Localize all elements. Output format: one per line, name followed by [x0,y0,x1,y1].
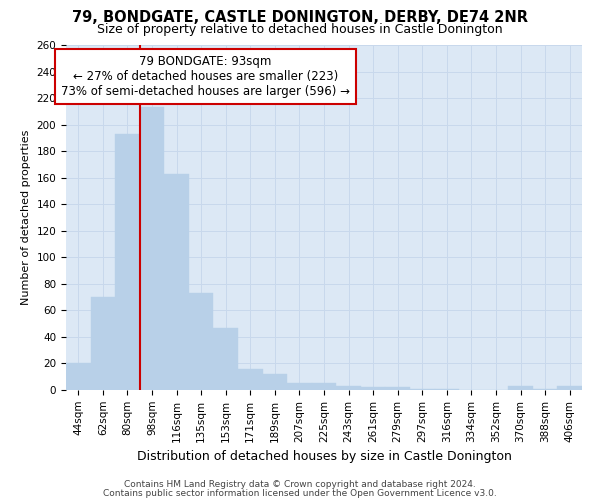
Bar [434,388,459,390]
Bar [385,388,410,390]
X-axis label: Distribution of detached houses by size in Castle Donington: Distribution of detached houses by size … [137,450,511,463]
Bar [214,328,238,390]
Bar [287,384,312,390]
Bar [533,388,557,390]
Bar [336,386,361,390]
Y-axis label: Number of detached properties: Number of detached properties [21,130,31,305]
Bar [557,386,582,390]
Bar [91,297,115,390]
Text: Size of property relative to detached houses in Castle Donington: Size of property relative to detached ho… [97,22,503,36]
Bar [312,384,336,390]
Text: Contains public sector information licensed under the Open Government Licence v3: Contains public sector information licen… [103,489,497,498]
Bar [140,108,164,390]
Bar [189,293,214,390]
Text: Contains HM Land Registry data © Crown copyright and database right 2024.: Contains HM Land Registry data © Crown c… [124,480,476,489]
Text: 79 BONDGATE: 93sqm
← 27% of detached houses are smaller (223)
73% of semi-detach: 79 BONDGATE: 93sqm ← 27% of detached hou… [61,56,350,98]
Bar [361,388,385,390]
Bar [66,364,91,390]
Bar [410,388,434,390]
Bar [115,134,140,390]
Bar [263,374,287,390]
Bar [164,174,189,390]
Bar [238,369,263,390]
Bar [508,386,533,390]
Text: 79, BONDGATE, CASTLE DONINGTON, DERBY, DE74 2NR: 79, BONDGATE, CASTLE DONINGTON, DERBY, D… [72,10,528,25]
